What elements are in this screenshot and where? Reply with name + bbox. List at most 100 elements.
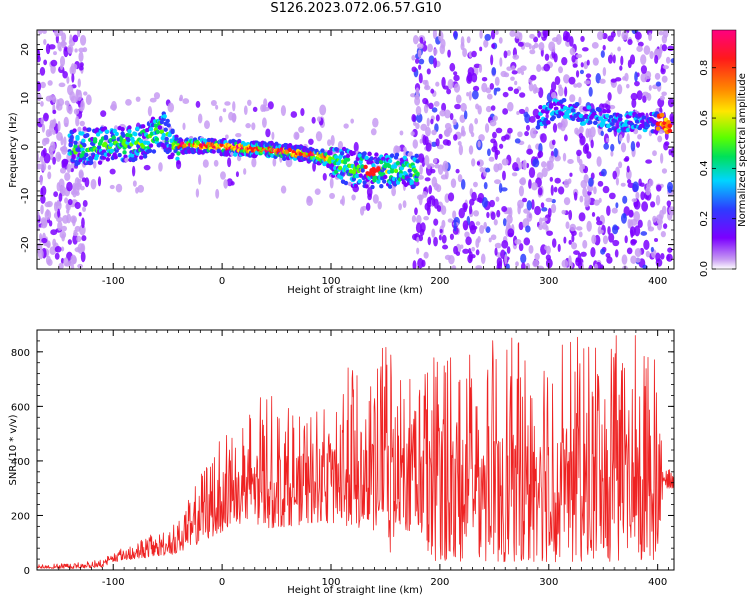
- spectrogram-ridge-cell: [102, 126, 108, 131]
- spectrogram-speckle: [550, 81, 557, 92]
- spectrogram-speckle: [66, 181, 73, 192]
- spectrogram-upper-cell: [570, 116, 576, 122]
- spectrogram-speckle: [63, 136, 67, 147]
- spectrogram-speckle: [460, 244, 464, 249]
- spectrogram-ridge-cell: [334, 147, 339, 152]
- spectrogram-speckle: [453, 221, 457, 232]
- spectrogram-speckle: [617, 46, 621, 52]
- spectrogram-speckle: [545, 113, 549, 119]
- spectrogram-ridge-cell: [96, 145, 102, 150]
- spectrogram-speckle: [67, 84, 74, 96]
- snr-x-tick-label: 100: [321, 577, 340, 588]
- spectrogram-upper-cell: [655, 126, 661, 131]
- spectrogram-speckle: [40, 223, 47, 229]
- spectrogram-speckle: [590, 247, 596, 258]
- spectrogram-speckle: [453, 134, 458, 141]
- spectrogram-speckle: [329, 192, 336, 200]
- spectrogram-speckle: [74, 48, 78, 53]
- spectrogram-speckle: [78, 51, 84, 62]
- spectrogram-speckle: [523, 111, 529, 118]
- spectrogram-ridge-cell: [135, 126, 140, 131]
- spectrogram-speckle: [477, 236, 481, 243]
- spectrogram-ridge-cell: [379, 159, 384, 165]
- spectrogram-speckle: [563, 74, 570, 84]
- spectrogram-speckle: [627, 59, 632, 69]
- spectrogram-speckle: [503, 50, 508, 59]
- spectrogram-speckle: [576, 53, 583, 59]
- spectrogram-speckle: [557, 122, 563, 130]
- spectrogram-speckle: [61, 158, 69, 165]
- spectrogram-ridge-cell: [154, 137, 160, 142]
- spectrogram-speckle: [470, 254, 476, 259]
- spectrogram-speckle: [569, 47, 576, 56]
- spectrogram-speckle: [298, 126, 305, 133]
- spectrogram-speckle: [561, 56, 568, 66]
- spectrogram-speckle: [645, 186, 651, 196]
- spectrogram-speckle: [433, 182, 439, 191]
- spectrogram-speckle: [502, 218, 507, 227]
- spectrogram-y-label: Frequency (Hz): [8, 112, 19, 188]
- spectrogram-speckle: [659, 209, 664, 220]
- spectrogram-speckle: [650, 201, 656, 208]
- spectrogram-speckle: [433, 218, 439, 226]
- spectrogram-speckle: [484, 123, 490, 133]
- spectrogram-ridge-cell: [68, 138, 73, 143]
- spectrogram-speckle: [410, 131, 415, 137]
- spectrogram-speckle: [197, 113, 203, 124]
- spectrogram-y-tick-label: -10: [20, 188, 31, 204]
- spectrogram-speckle: [618, 161, 623, 169]
- spectrogram-ridge-cell: [105, 157, 111, 162]
- spectrogram-speckle: [435, 138, 440, 147]
- spectrogram-speckle: [630, 92, 638, 101]
- spectrogram-speckle: [500, 187, 508, 192]
- spectrogram-speckle: [543, 63, 551, 72]
- spectrogram-speckle: [132, 180, 137, 187]
- spectrogram-speckle: [534, 87, 540, 93]
- spectrogram-speckle: [426, 117, 430, 128]
- figure-title: S126.2023.072.06.57.G10: [270, 1, 442, 16]
- spectrogram-speckle: [204, 120, 210, 129]
- spectrogram-speckle: [439, 229, 443, 234]
- spectrogram-speckle: [372, 194, 379, 204]
- spectrogram-speckle: [466, 74, 473, 84]
- spectrogram-speckle: [40, 187, 44, 196]
- spectrogram-upper-cell: [617, 116, 623, 122]
- spectrogram-speckle: [655, 194, 661, 206]
- spectrogram-speckle: [522, 197, 528, 203]
- spectrogram-speckle: [517, 41, 524, 47]
- spectrogram-ridge-cell: [71, 153, 76, 159]
- spectrogram-speckle: [449, 113, 454, 121]
- spectrogram-speckle: [637, 134, 642, 140]
- spectrogram-speckle: [633, 199, 641, 210]
- spectrogram-ridge-cell: [334, 154, 339, 160]
- spectrogram-speckle: [47, 164, 52, 170]
- spectrogram-speckle: [534, 253, 540, 261]
- spectrogram-ridge-cell: [383, 174, 388, 180]
- spectrogram-speckle: [475, 221, 481, 226]
- spectrogram-ridge-cell: [170, 129, 175, 135]
- spectrogram-upper-cell: [600, 121, 606, 126]
- spectrogram-speckle: [478, 134, 485, 142]
- spectrogram-x-tick-label: 100: [321, 276, 340, 287]
- spectrogram-speckle: [615, 202, 619, 209]
- spectrogram-speckle: [528, 43, 532, 50]
- spectrogram-speckle: [542, 221, 548, 230]
- spectrogram-upper-cell: [592, 120, 598, 125]
- spectrogram-speckle: [158, 162, 163, 172]
- spectrogram-speckle: [411, 114, 416, 123]
- spectrogram-speckle: [50, 59, 58, 67]
- spectrogram-speckle: [660, 230, 666, 238]
- spectrogram-speckle: [494, 179, 501, 185]
- spectrogram-speckle: [455, 168, 460, 174]
- spectrogram-speckle: [569, 172, 573, 177]
- spectrogram-speckle: [271, 131, 275, 140]
- spectrogram-speckle: [416, 43, 424, 49]
- spectrogram-speckle: [661, 44, 668, 52]
- spectrogram-speckle: [654, 48, 660, 56]
- spectrogram-ridge-cell: [328, 150, 333, 156]
- spectrogram-ridge-cell: [127, 125, 132, 130]
- spectrogram-speckle: [571, 55, 576, 63]
- spectrogram-speckle: [414, 58, 420, 64]
- spectrogram-speckle: [476, 197, 483, 203]
- spectrogram-speckle: [39, 66, 46, 76]
